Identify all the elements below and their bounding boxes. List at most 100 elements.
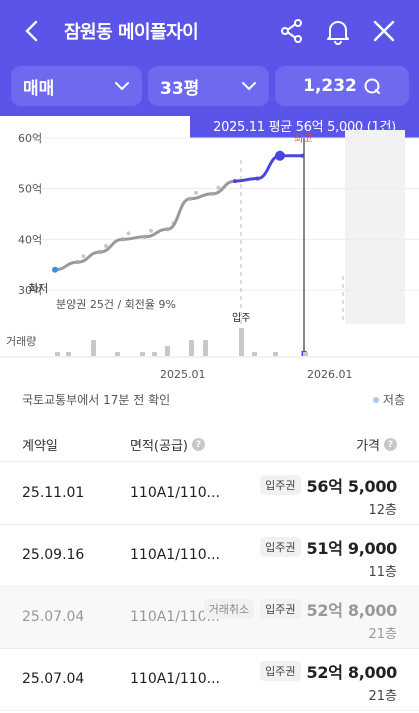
filter-bar: 매매 33평 1,232 bbox=[11, 66, 409, 106]
data-point bbox=[143, 234, 147, 239]
legend-floor: 저층 bbox=[372, 391, 405, 408]
price-value: 52억 8,000 bbox=[306, 663, 398, 682]
badge-right: 입주권 bbox=[260, 661, 301, 681]
share-icon[interactable] bbox=[278, 17, 306, 45]
scatter-point bbox=[126, 231, 131, 236]
future-shade bbox=[345, 130, 405, 324]
header-date: 계약일 bbox=[22, 439, 58, 454]
size-label: 33평 bbox=[160, 78, 200, 99]
price-group: 입주권 52억 8,000 bbox=[260, 659, 397, 683]
area-size: 110A1/110... bbox=[130, 547, 220, 563]
floor-value: 21층 bbox=[368, 627, 397, 642]
area-size: 110A1/110... bbox=[130, 485, 220, 501]
area-size: 110A1/110... bbox=[130, 671, 220, 687]
chevron-left-icon[interactable] bbox=[18, 17, 46, 45]
series-line bbox=[233, 154, 304, 183]
volume-bar bbox=[66, 352, 71, 356]
volume-bar bbox=[303, 352, 308, 356]
volume-bar bbox=[91, 340, 96, 356]
min-label: 최저 bbox=[28, 282, 48, 295]
table-row[interactable]: 25.07.04 110A1/110... 입주권 52억 8,000 21층 bbox=[0, 649, 419, 711]
y-tick-label: 60억 bbox=[18, 132, 42, 145]
scatter-point bbox=[194, 190, 198, 195]
max-label: 최고 bbox=[294, 133, 312, 145]
header-price[interactable]: 가격? bbox=[356, 435, 397, 454]
price-value: 51억 9,000 bbox=[306, 539, 398, 558]
table-row[interactable]: 25.11.01 110A1/110... 입주권 56억 5,000 12층 bbox=[0, 463, 419, 525]
price-chart-svg: 60억 50억 40억 30억 최저 최고 분양권 25건 / 회전율 9% 입주 거… bbox=[0, 130, 419, 381]
price-value: 56억 5,000 bbox=[306, 477, 398, 496]
size-dropdown[interactable]: 33평 bbox=[148, 66, 269, 106]
volume-label: 거래량 bbox=[6, 335, 36, 348]
badge-right: 입주권 bbox=[260, 475, 301, 495]
bell-icon[interactable] bbox=[324, 17, 352, 45]
price-group: 입주권 56억 5,000 bbox=[260, 473, 397, 497]
header-area[interactable]: 면적(공급)? bbox=[130, 435, 205, 454]
price-group: 입주권 51억 9,000 bbox=[260, 535, 397, 559]
data-point bbox=[233, 179, 237, 184]
legend-dot-icon bbox=[372, 396, 379, 403]
volume-bar bbox=[165, 346, 170, 356]
scatter-point bbox=[81, 254, 86, 259]
comments-button[interactable]: 1,232 bbox=[275, 66, 409, 106]
price-value: 52억 8,000 bbox=[306, 601, 398, 620]
data-point bbox=[52, 266, 58, 273]
help-icon[interactable]: ? bbox=[191, 438, 205, 451]
table-row-cancelled[interactable]: 25.07.04 110A1/110... 거래취소 입주권 52억 8,000… bbox=[0, 587, 419, 649]
close-icon[interactable] bbox=[370, 17, 398, 45]
floor-value: 21층 bbox=[368, 689, 397, 704]
badge-right: 입주권 bbox=[260, 537, 301, 557]
volume-bar bbox=[203, 340, 208, 356]
cancelled-badge: 거래취소 bbox=[203, 599, 255, 619]
y-tick-label: 40억 bbox=[18, 233, 42, 246]
data-point bbox=[120, 237, 125, 242]
trade-type-dropdown[interactable]: 매매 bbox=[11, 66, 142, 106]
comment-count: 1,232 bbox=[303, 76, 357, 96]
contract-date: 25.09.16 bbox=[22, 547, 85, 563]
table-header: 계약일 면적(공급)? 가격? bbox=[0, 426, 419, 462]
help-icon[interactable]: ? bbox=[384, 438, 397, 451]
x-tick-label: 2025.01 bbox=[160, 368, 206, 381]
data-point bbox=[300, 153, 305, 158]
current-point bbox=[275, 150, 285, 161]
volume-bar bbox=[115, 352, 120, 356]
data-point bbox=[75, 260, 80, 265]
contract-date: 25.07.04 bbox=[22, 609, 85, 625]
table-row[interactable]: 25.09.16 110A1/110... 입주권 51억 9,000 11층 bbox=[0, 525, 419, 587]
volume-bar bbox=[140, 352, 145, 356]
trade-type-label: 매매 bbox=[23, 78, 55, 99]
contract-date: 25.07.04 bbox=[22, 671, 85, 687]
legend-floor-label: 저층 bbox=[382, 393, 405, 407]
data-point bbox=[165, 227, 170, 232]
badge-right: 입주권 bbox=[260, 599, 301, 619]
presale-note: 분양권 25건 / 회전율 9% bbox=[56, 298, 176, 311]
scatter-point bbox=[216, 185, 221, 190]
volume-bar bbox=[273, 352, 278, 356]
speech-bubble-icon bbox=[364, 78, 380, 94]
top-bar: 잠원동 메이플자이 매매 33평 1,232 bbox=[0, 0, 419, 116]
data-point bbox=[255, 176, 260, 181]
chevron-down-icon bbox=[242, 82, 256, 91]
floor-value: 11층 bbox=[368, 565, 397, 580]
volume-bar bbox=[189, 340, 194, 356]
data-point bbox=[98, 250, 102, 254]
contract-date: 25.11.01 bbox=[22, 485, 85, 501]
floor-value: 12층 bbox=[368, 503, 397, 518]
update-info: 국토교통부에서 17분 전 확인 bbox=[22, 393, 171, 407]
price-chart[interactable]: 60억 50억 40억 30억 최저 최고 분양권 25건 / 회전율 9% 입주 거… bbox=[0, 116, 419, 386]
x-tick-label: 2026.01 bbox=[307, 368, 353, 381]
data-point bbox=[188, 196, 192, 201]
scatter-point bbox=[149, 228, 153, 233]
scatter-point bbox=[104, 244, 108, 248]
area-size: 110A1/110... bbox=[130, 609, 220, 625]
y-tick-label: 30억 bbox=[18, 284, 42, 297]
y-tick-label: 50억 bbox=[18, 183, 42, 196]
title-bar: 잠원동 메이플자이 bbox=[0, 0, 419, 62]
page-title: 잠원동 메이플자이 bbox=[64, 22, 199, 43]
volume-bar bbox=[239, 328, 244, 356]
volume-bar bbox=[152, 352, 157, 356]
chevron-down-icon bbox=[115, 82, 129, 91]
volume-bar bbox=[55, 352, 60, 356]
volume-bar bbox=[252, 352, 257, 356]
move-in-label: 입주 bbox=[232, 311, 250, 324]
